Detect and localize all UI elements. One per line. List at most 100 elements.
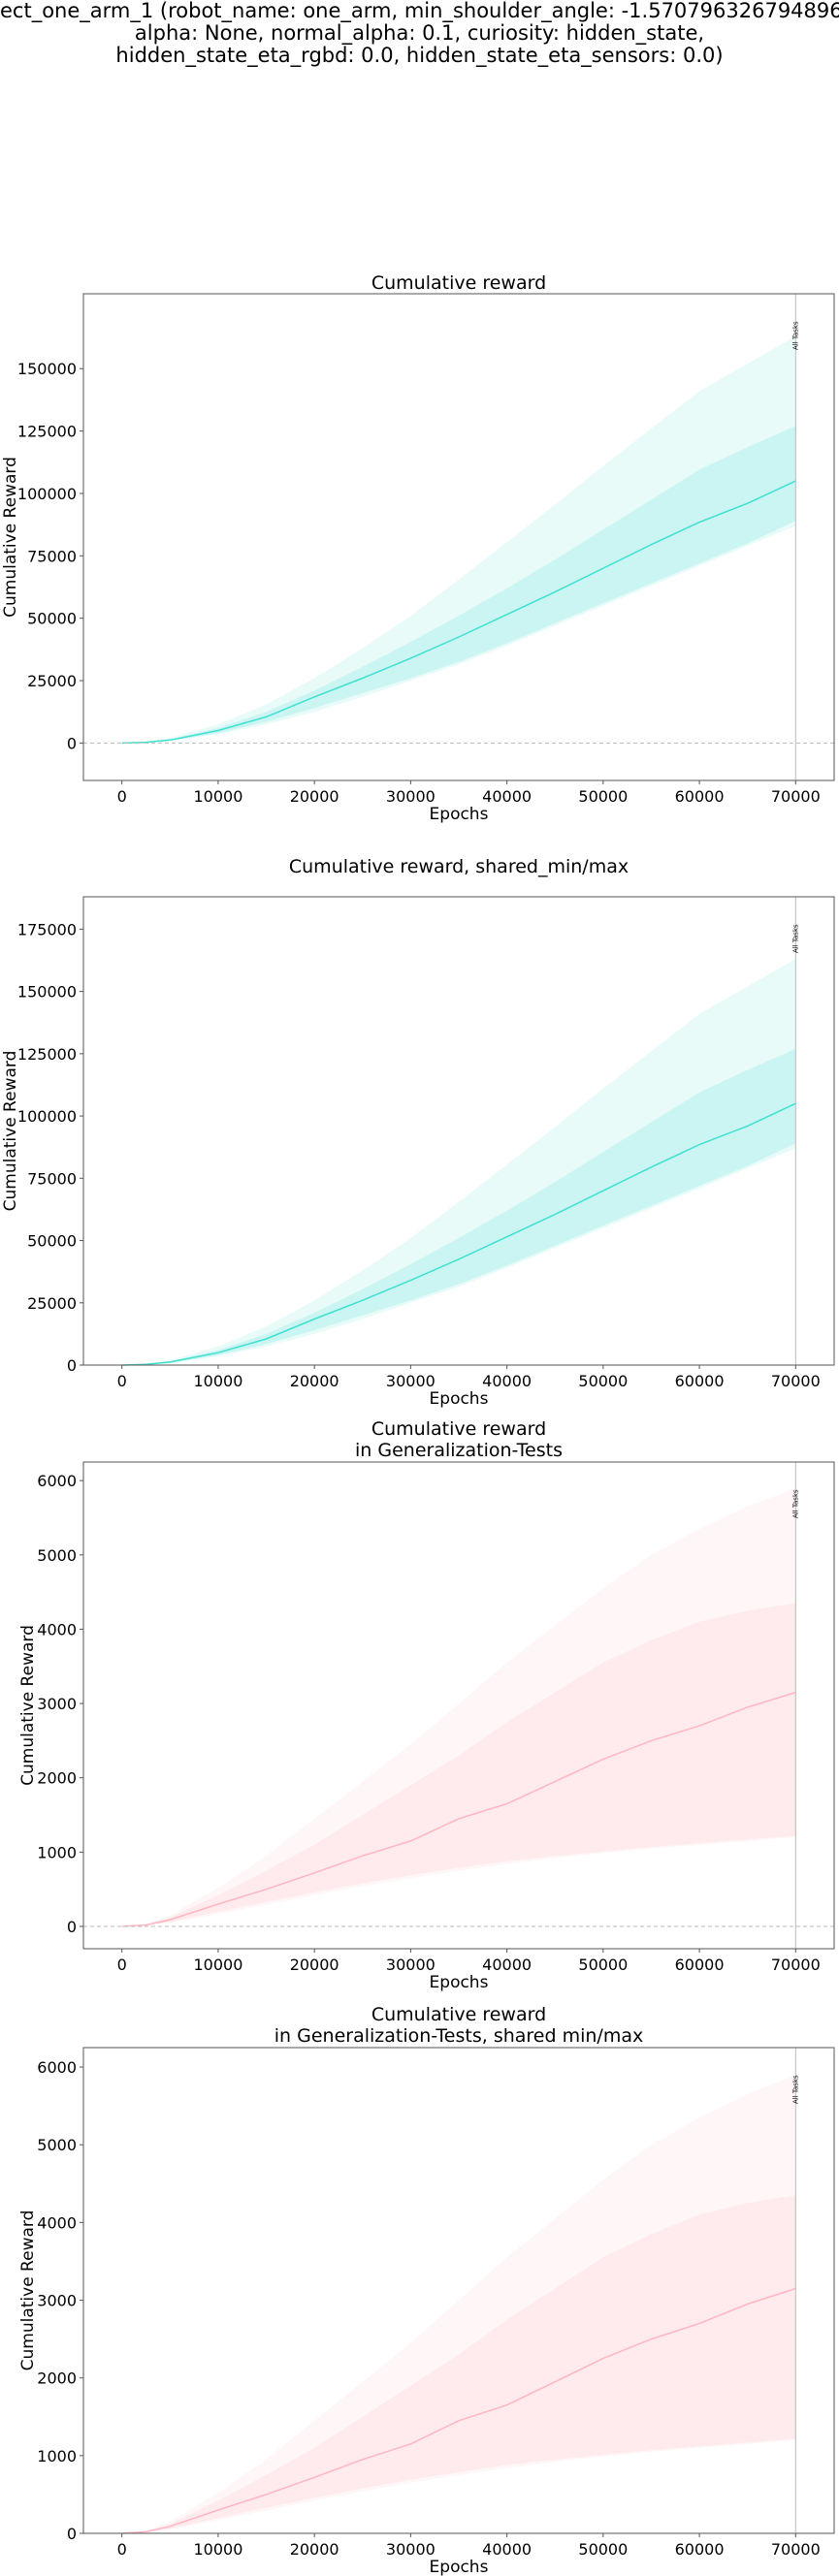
x-axis-label: Epochs [430, 2558, 489, 2576]
x-tick-label: 50000 [578, 1956, 628, 1974]
series-band-outer [121, 2075, 796, 2533]
chart-title: in Generalization-Tests [355, 1440, 563, 1461]
x-tick-label: 0 [117, 1372, 127, 1390]
y-tick-label: 0 [67, 734, 77, 752]
y-axis-label: Cumulative Reward [1, 1051, 20, 1212]
y-tick-label: 1000 [37, 1843, 77, 1861]
x-tick-label: 60000 [675, 2540, 725, 2559]
x-tick-label: 50000 [578, 2540, 628, 2559]
y-tick-label: 100000 [17, 485, 77, 503]
x-tick-label: 40000 [482, 2540, 532, 2559]
y-tick-label: 0 [67, 1918, 77, 1936]
series-mean-line [121, 1691, 796, 1927]
chart-title: Cumulative reward [371, 2004, 546, 2025]
x-tick-label: 10000 [193, 2540, 242, 2559]
y-tick-label: 4000 [37, 2213, 77, 2232]
x-tick-label: 30000 [386, 787, 436, 806]
x-tick-label: 0 [117, 1956, 127, 1974]
plot-frame [82, 293, 835, 781]
x-tick-label: 30000 [386, 1372, 436, 1390]
y-tick-label: 50000 [27, 1232, 77, 1251]
x-tick-label: 30000 [386, 1956, 436, 1974]
y-tick-label: 6000 [37, 2058, 77, 2077]
series-mean-line [121, 2287, 796, 2534]
x-tick-label: 20000 [290, 1372, 339, 1390]
x-tick-label: 60000 [675, 1372, 725, 1390]
x-tick-label: 10000 [193, 1956, 242, 1974]
x-tick-label: 60000 [675, 1956, 725, 1974]
y-axis-label: Cumulative Reward [18, 1625, 38, 1786]
series-band-inner [121, 2195, 796, 2533]
y-tick-label: 6000 [37, 1472, 77, 1490]
x-tick-label: 50000 [578, 787, 628, 806]
plot-frame [82, 2047, 835, 2534]
x-tick-label: 50000 [578, 1372, 628, 1390]
x-tick-label: 40000 [482, 787, 532, 806]
y-axis-label: Cumulative Reward [1, 457, 20, 618]
y-tick-label: 4000 [37, 1620, 77, 1638]
y-tick-label: 150000 [17, 360, 77, 378]
y-tick-label: 150000 [17, 983, 77, 1002]
x-tick-label: 20000 [290, 787, 339, 806]
x-tick-label: 10000 [193, 1372, 242, 1390]
series-band-inner [121, 1048, 796, 1365]
y-tick-label: 75000 [27, 1169, 77, 1188]
x-tick-label: 0 [117, 787, 127, 806]
x-tick-label: 70000 [771, 1956, 821, 1974]
chart-title: Cumulative reward, shared_min/max [289, 856, 629, 877]
task-marker-label: All Tasks [791, 2075, 799, 2104]
task-marker-label: All Tasks [791, 321, 799, 350]
series-band-inner [121, 426, 796, 744]
x-tick-label: 30000 [386, 2540, 436, 2559]
y-tick-label: 5000 [37, 1546, 77, 1565]
suptitle-line: ect_one_arm_1 (robot_name: one_arm, min_… [0, 0, 839, 22]
x-tick-label: 60000 [675, 787, 725, 806]
chart-panel-1: Cumulative reward All Tasks 0 10000 20000 300… [1, 272, 835, 824]
x-tick-label: 40000 [482, 1956, 532, 1974]
y-tick-label: 0 [67, 2525, 77, 2543]
x-tick-label: 10000 [193, 787, 242, 806]
chart-title: Cumulative reward [371, 272, 546, 294]
y-tick-label: 1000 [37, 2447, 77, 2465]
y-tick-label: 0 [67, 1356, 77, 1375]
figure-suptitle: ect_one_arm_1 (robot_name: one_arm, min_… [0, 0, 839, 67]
y-tick-label: 25000 [27, 672, 77, 690]
y-axis-label: Cumulative Reward [18, 2210, 38, 2371]
y-tick-label: 2000 [37, 2369, 77, 2388]
y-tick-label: 3000 [37, 1695, 77, 1713]
y-tick-label: 5000 [37, 2136, 77, 2154]
x-tick-label: 20000 [290, 1956, 339, 1974]
series-mean-line [121, 1102, 796, 1366]
y-tick-label: 2000 [37, 1769, 77, 1788]
x-tick-label: 0 [117, 2540, 127, 2559]
plot-frame [82, 896, 835, 1366]
x-axis-label: Epochs [430, 805, 489, 824]
x-tick-label: 70000 [771, 1372, 821, 1390]
series-mean-line [121, 480, 796, 745]
y-tick-label: 75000 [27, 547, 77, 565]
x-axis-label: Epochs [430, 1389, 489, 1409]
y-tick-label: 125000 [17, 423, 77, 441]
x-axis-label: Epochs [430, 1973, 489, 1992]
plot-frame [82, 1461, 835, 1950]
x-tick-label: 70000 [771, 2540, 821, 2559]
y-tick-label: 100000 [17, 1107, 77, 1126]
y-tick-label: 50000 [27, 610, 77, 628]
suptitle-line: alpha: None, normal_alpha: 0.1, curiosit… [134, 21, 705, 45]
y-tick-label: 3000 [37, 2292, 77, 2310]
y-tick-label: 25000 [27, 1294, 77, 1313]
series-band-inner [121, 1603, 796, 1926]
y-tick-label: 125000 [17, 1045, 77, 1064]
chart-title: Cumulative reward [371, 1418, 546, 1440]
suptitle-line: hidden_state_eta_rgbd: 0.0, hidden_state… [115, 44, 724, 67]
x-tick-label: 20000 [290, 2540, 339, 2559]
y-tick-label: 175000 [17, 920, 77, 938]
series-band-outer [121, 1487, 796, 1926]
x-tick-label: 40000 [482, 1372, 532, 1390]
x-tick-label: 70000 [771, 787, 821, 806]
chart-panel-2: Cumulative reward, shared_min/max All Tas… [1, 856, 835, 1409]
task-marker-label: All Tasks [791, 1489, 799, 1518]
